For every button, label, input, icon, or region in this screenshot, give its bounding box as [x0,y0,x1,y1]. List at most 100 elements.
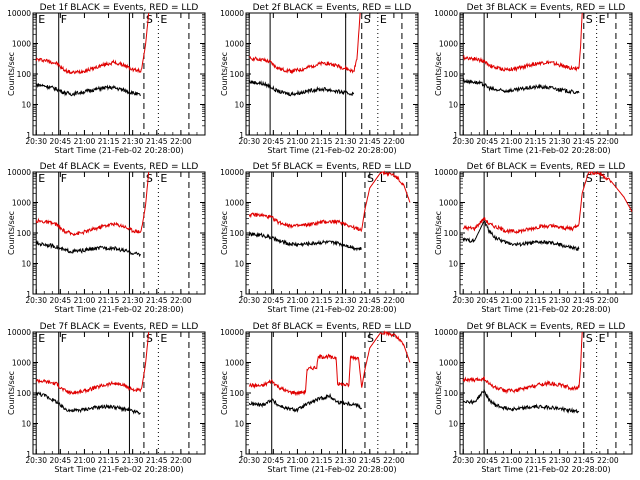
event-marker-label: S [146,172,153,185]
event-marker-label: F [61,13,67,26]
x-tick-label: 21:00 [287,456,309,465]
x-tick-label: 21:45 [573,296,595,305]
red-series-line [248,330,411,397]
red-series-line [462,12,583,73]
x-axis-label: Start Time (21-Feb-02 20:28:00) [481,465,610,474]
event-marker-label: E [380,13,387,26]
y-tick-label: 1 [26,450,31,459]
x-tick-label: 20:30 [238,456,260,465]
event-marker-label: S [367,332,374,345]
y-axis-label: Counts/sec [220,52,229,96]
y-axis-label: Counts/sec [220,371,229,415]
x-tick-label: 20:45 [477,456,499,465]
red-series-line [248,12,361,75]
y-tick-label: 100 [17,70,32,79]
x-tick-label: 20:30 [25,296,47,305]
x-tick-label: 22:00 [597,456,619,465]
x-tick-label: 21:00 [287,137,309,146]
y-tick-label: 10000 [220,328,244,337]
black-series-line [248,79,355,97]
x-tick-label: 21:15 [525,296,547,305]
y-tick-label: 10 [21,420,31,429]
x-tick-label: 21:00 [74,456,96,465]
x-tick-label: 22:00 [383,296,405,305]
y-tick-label: 1000 [12,199,31,208]
x-tick-label: 21:00 [287,296,309,305]
y-tick-label: 10000 [220,9,244,18]
y-tick-label: 1000 [225,40,244,49]
y-tick-label: 10 [21,101,31,110]
x-tick-label: 21:30 [549,296,571,305]
x-tick-label: 21:30 [122,296,144,305]
black-series-line [35,240,141,258]
event-marker-label: E [599,13,606,26]
black-series-line [35,391,141,415]
y-axis-label: Counts/sec [434,211,443,255]
x-tick-label: 20:30 [25,456,47,465]
x-tick-label: 20:45 [477,296,499,305]
y-tick-label: 1 [239,290,244,299]
x-tick-label: 21:45 [146,456,168,465]
y-tick-label: 100 [230,229,245,238]
y-tick-label: 1000 [12,40,31,49]
event-marker-label: E [38,332,45,345]
black-series-line [36,83,141,97]
x-tick-label: 20:45 [477,137,499,146]
x-tick-label: 21:45 [146,137,168,146]
x-tick-label: 21:30 [122,137,144,146]
x-tick-label: 20:45 [50,456,72,465]
red-series-line [35,12,150,75]
event-marker-label: L [380,172,387,185]
panel-title: Det 3f BLACK = Events, RED = LLD [467,3,626,13]
event-marker-label: F [61,332,67,345]
black-series-line [462,389,580,414]
event-marker-label: S [146,13,153,26]
event-marker-label: S [146,332,153,345]
y-tick-label: 1000 [439,199,458,208]
y-axis-label: Counts/sec [7,211,16,255]
x-tick-label: 20:45 [50,296,72,305]
y-tick-label: 10000 [7,168,31,177]
x-tick-label: 21:45 [359,456,381,465]
y-axis-label: Counts/sec [434,371,443,415]
x-tick-label: 21:30 [122,456,144,465]
y-tick-label: 1000 [225,199,244,208]
panel-title: Det 2f BLACK = Events, RED = LLD [253,3,412,13]
panel-2: Det 2f BLACK = Events, RED = LLD 1 10 100 10… [220,3,419,155]
y-tick-label: 1000 [12,359,31,368]
x-tick-label: 21:00 [501,137,523,146]
panel-title: Det 6f BLACK = Events, RED = LLD [467,162,626,172]
x-tick-label: 21:45 [359,296,381,305]
y-tick-label: 10000 [434,168,458,177]
event-marker-label: L [380,332,387,345]
x-tick-label: 22:00 [170,296,192,305]
y-tick-label: 10 [234,101,244,110]
y-tick-label: 100 [230,389,245,398]
x-tick-label: 20:45 [50,137,72,146]
x-tick-label: 20:30 [452,456,474,465]
y-tick-label: 1 [453,450,458,459]
x-tick-label: 21:30 [335,137,357,146]
y-tick-label: 10000 [7,9,31,18]
y-tick-label: 100 [17,229,32,238]
event-marker-label: E [38,13,45,26]
y-tick-label: 1000 [225,359,244,368]
red-series-line [462,170,633,235]
event-marker-label: S [367,172,374,185]
x-tick-label: 21:00 [501,456,523,465]
event-marker-label: S [586,172,593,185]
x-axis-label: Start Time (21-Feb-02 20:28:00) [267,465,396,474]
x-tick-label: 21:15 [98,137,120,146]
event-marker-label: E [38,172,45,185]
panel-title: Det 7f BLACK = Events, RED = LLD [40,322,199,332]
x-axis-label: Start Time (21-Feb-02 20:28:00) [54,146,183,155]
panel-4: Det 4f BLACK = Events, RED = LLD 1 10 100 10… [7,162,206,314]
x-tick-label: 21:00 [501,296,523,305]
x-axis-label: Start Time (21-Feb-02 20:28:00) [267,305,396,314]
panel-1: Det 1f BLACK = Events, RED = LLD 1 10 100 10… [7,3,206,155]
x-tick-label: 22:00 [383,456,405,465]
black-series-line [462,77,580,95]
x-tick-label: 20:45 [263,137,285,146]
panel-title: Det 5f BLACK = Events, RED = LLD [253,162,412,172]
